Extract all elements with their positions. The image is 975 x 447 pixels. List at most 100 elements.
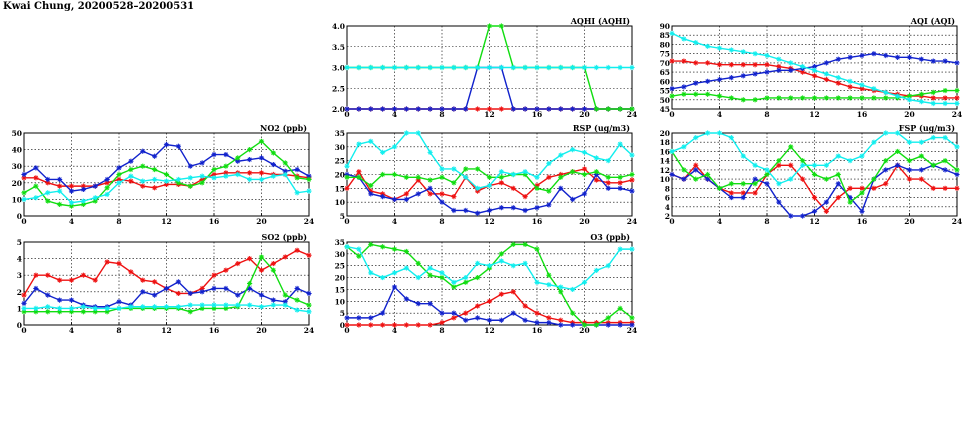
x-tick-label: 20 [904,217,914,226]
data-point [427,191,433,197]
data-point [740,194,746,201]
data-point [811,63,818,70]
data-point [475,315,481,321]
x-tick-label: 20 [256,217,266,226]
y-tick-label: 50 [12,129,22,138]
data-point [68,297,75,303]
data-point [752,51,758,57]
x-tick-label: 0 [669,217,674,226]
data-point [847,78,853,84]
data-point [593,322,599,328]
data-point [669,86,675,92]
data-point [475,210,481,216]
data-point [380,244,386,250]
data-point [776,181,782,187]
data-point [80,198,86,204]
data-point [486,207,493,214]
data-point [942,95,948,101]
data-point [629,64,635,71]
data-point [294,247,300,253]
data-point [427,64,433,71]
y-tick-label: 30 [335,143,345,152]
data-point [104,180,110,186]
data-point [451,106,457,112]
data-point [788,162,794,168]
data-point [617,185,623,191]
data-point [510,171,516,178]
series-cyan [669,30,960,107]
x-tick-label: 24 [627,217,637,226]
data-point [187,309,193,315]
data-point [451,207,457,214]
data-point [223,285,229,292]
data-point [80,309,86,315]
data-point [895,162,901,168]
data-point [116,260,122,267]
data-point [705,91,711,97]
data-point [427,106,433,112]
data-point [811,67,818,73]
data-point [823,60,829,66]
data-point [415,64,421,71]
data-point [45,190,51,196]
y-tick-label: 15 [335,184,345,193]
data-point [681,84,687,90]
x-tick-label: 0 [344,217,349,226]
data-point [344,64,350,71]
y-tick-label: 30 [335,250,345,259]
data-point [57,309,63,315]
data-point [380,171,386,178]
data-point [140,148,146,154]
data-point [57,201,63,207]
chart-aqhi: 0 4 8 12 16 20 24 2.0 2.5 3.0 3.5 4.0 AQHI (AQHI) [332,16,637,119]
data-point [558,284,564,290]
data-point [380,274,386,281]
data-point [534,106,540,112]
x-tick-label: 16 [532,110,542,119]
data-point [930,162,936,168]
data-point [152,185,158,191]
y-tick-label: 18 [660,138,670,147]
x-tick-label: 4 [69,217,74,226]
data-point [811,162,818,168]
data-point [104,305,110,311]
data-point [391,64,398,71]
data-point [463,64,469,71]
data-point [942,100,948,107]
data-point [270,150,276,156]
y-tick-label: 5 [340,309,345,318]
data-point [859,82,865,88]
data-point [247,156,253,163]
y-tick-label: 3 [17,271,22,280]
data-point [835,153,841,159]
y-tick-label: 30 [12,162,22,171]
series-cyan [344,244,635,293]
data-point [427,185,433,191]
data-point [258,138,265,144]
data-point [954,167,960,173]
data-point [776,162,782,168]
y-tick-label: 45 [660,105,670,114]
y-tick-label: 0 [17,212,22,221]
y-tick-label: 6 [665,194,670,203]
data-point [33,309,39,315]
data-point [510,185,516,191]
y-tick-label: 14 [660,157,670,166]
data-point [871,95,877,101]
data-point [728,75,734,81]
data-point [498,251,504,257]
data-point [57,176,63,183]
data-point [427,272,433,278]
data-point [617,322,623,328]
data-point [716,130,723,136]
data-point [92,183,98,189]
data-point [534,320,540,326]
x-tick-label: 16 [209,217,219,226]
data-point [247,285,253,292]
data-point [510,310,516,316]
data-point [593,171,599,178]
chart-title: SO2 (ppb) [262,232,308,242]
data-point [871,185,877,191]
data-point [776,67,782,73]
